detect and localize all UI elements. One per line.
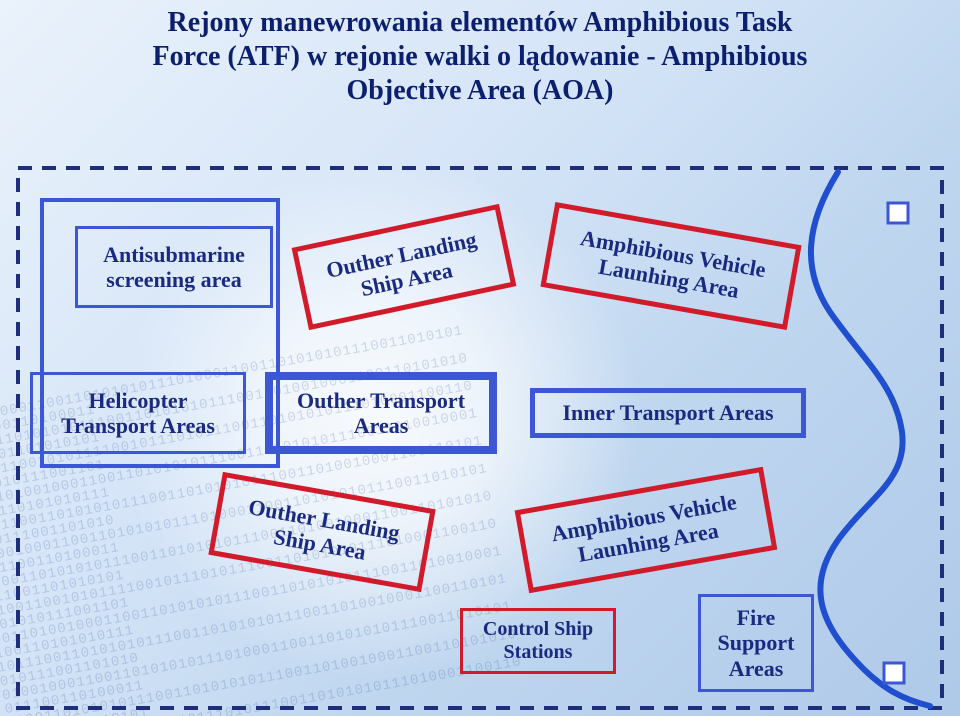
box-avla_top: Amphibious VehicleLaunhing Area [540,202,801,330]
box-label: Inner Transport Areas [562,400,773,425]
diagram-title: Rejony manewrowania elementów Amphibious… [0,6,960,108]
title-line: Objective Area (AOA) [347,75,614,106]
box-ol_ship_bot: Outher LandingShip Area [208,472,435,592]
box-fire: FireSupportAreas [698,594,814,692]
coastline [811,172,930,706]
marker-square-top [888,203,908,223]
box-ctrl_ship: Control ShipStations [460,608,616,674]
box-avla_bot: Amphibious VehicleLaunhing Area [515,467,778,593]
box-label: Outher TransportAreas [297,388,465,439]
box-label: Amphibious VehicleLaunhing Area [549,489,743,571]
box-label: Outher LandingShip Area [324,226,484,307]
box-heli: HelicopterTransport Areas [30,372,246,454]
diagram-stage: 0100100011001101010101110100011001101010… [0,0,960,716]
marker-square-bottom [884,663,904,683]
box-label: Outher LandingShip Area [242,494,402,570]
box-inner_trans: Inner Transport Areas [530,388,806,438]
box-label: Antisubmarinescreening area [103,242,245,293]
box-label: HelicopterTransport Areas [61,388,215,439]
box-label: FireSupportAreas [717,605,794,681]
box-label: Control ShipStations [483,618,593,664]
box-outer_trans: Outher TransportAreas [265,372,497,454]
box-ol_ship_top: Outher LandingShip Area [292,204,517,330]
title-line: Force (ATF) w rejonie walki o lądowanie … [153,41,808,72]
box-label: Amphibious VehicleLaunhing Area [574,225,768,307]
title-line: Rejony manewrowania elementów Amphibious… [168,7,793,38]
box-asw: Antisubmarinescreening area [75,226,273,308]
